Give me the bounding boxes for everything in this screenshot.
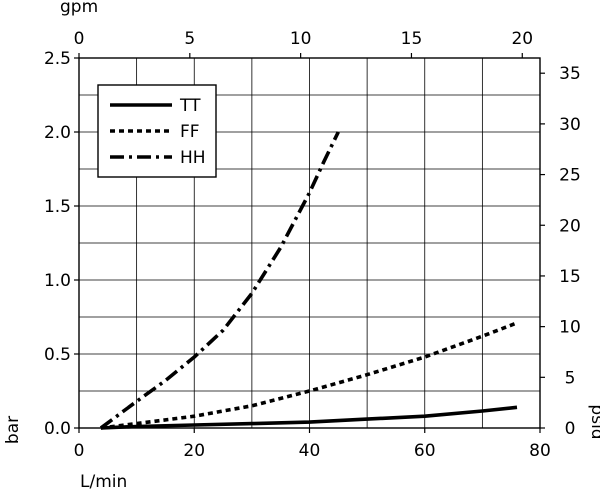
y-tick-label: 0.0: [44, 419, 71, 439]
x-tick-label: 60: [414, 441, 436, 461]
top-tick-label: 10: [290, 29, 312, 49]
y-tick-label: 1.0: [44, 271, 71, 291]
legend-label: HH: [180, 148, 206, 168]
tick-labels: 0 20 40 60 800.00.51.01.52.02.50 5 10 15 2005101…: [44, 29, 581, 461]
x-tick-label: 80: [529, 441, 551, 461]
x-tick-label: 0: [74, 441, 85, 461]
top-tick-label: 15: [401, 29, 423, 49]
y-tick-label: 2.0: [44, 123, 71, 143]
right-tick-label: 5: [565, 368, 576, 388]
right-tick-label: 20: [559, 216, 581, 236]
top-tick-label: 20: [511, 29, 533, 49]
right-tick-label: 30: [559, 115, 581, 135]
grid: [79, 58, 540, 428]
series-line-hh: [99, 131, 340, 430]
top-tick-label: 0: [74, 29, 85, 49]
series-line-tt: [100, 405, 518, 430]
x-tick-label: 40: [299, 441, 321, 461]
legend-label: FF: [180, 122, 200, 142]
series-lines: [99, 131, 518, 430]
right-tick-label: 0: [565, 419, 576, 439]
top-axis-label: gpm: [60, 0, 98, 17]
right-tick-label: 25: [559, 166, 581, 186]
legend: TT FF HH: [97, 84, 217, 178]
y-tick-label: 2.5: [44, 49, 71, 69]
legend-label: TT: [179, 96, 201, 116]
y-tick-label: 0.5: [44, 345, 71, 365]
right-tick-label: 35: [559, 64, 581, 84]
y-tick-label: 1.5: [44, 197, 71, 217]
x-axis-label: L/min: [80, 472, 127, 492]
right-axis-label: psid: [587, 404, 600, 439]
x-tick-label: 20: [183, 441, 205, 461]
top-tick-label: 5: [184, 29, 195, 49]
right-tick-label: 10: [559, 318, 581, 338]
series-line-ff: [100, 321, 518, 430]
y-axis-label: bar: [3, 416, 23, 444]
right-tick-label: 15: [559, 267, 581, 287]
